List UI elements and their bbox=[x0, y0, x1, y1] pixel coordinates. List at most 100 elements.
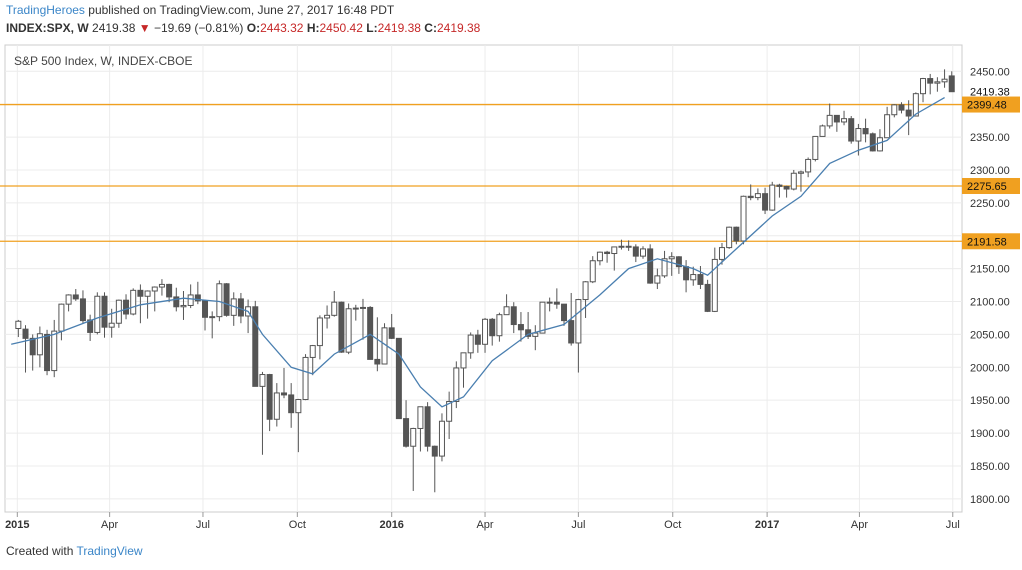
author-link[interactable]: TradingHeroes bbox=[6, 3, 85, 17]
y-tick-label: 2100.00 bbox=[970, 297, 1010, 309]
candle-body bbox=[640, 248, 646, 257]
candle bbox=[438, 413, 445, 462]
candle bbox=[352, 304, 359, 321]
candle-body bbox=[410, 427, 417, 447]
candle-body bbox=[151, 286, 158, 292]
candle-body bbox=[223, 283, 230, 316]
chart-title: S&P 500 Index, W, INDEX-CBOE bbox=[14, 54, 193, 68]
candle bbox=[754, 188, 761, 201]
candle bbox=[338, 301, 345, 353]
x-tick-label: Jul bbox=[196, 519, 210, 531]
candle-body bbox=[388, 327, 395, 339]
candle-body bbox=[202, 300, 209, 318]
candle-body bbox=[252, 306, 259, 387]
candle-body bbox=[532, 332, 539, 337]
candle bbox=[654, 268, 661, 290]
horizontal-levels: 2399.48 2275.65 2191.58 bbox=[0, 96, 1020, 250]
moving-average-line bbox=[11, 97, 945, 408]
candle-body bbox=[733, 226, 740, 242]
candle-body bbox=[776, 184, 783, 187]
candle-body bbox=[137, 289, 144, 297]
candle-body bbox=[367, 306, 374, 360]
candle-body bbox=[539, 301, 546, 334]
candle-body bbox=[108, 322, 115, 328]
tradingview-logo-text[interactable]: TradingView bbox=[76, 544, 143, 558]
candle-body bbox=[123, 299, 130, 315]
x-tick-label: Apr bbox=[476, 519, 493, 531]
candle bbox=[532, 325, 539, 351]
candle bbox=[582, 281, 589, 318]
candle-body bbox=[876, 137, 883, 152]
candle bbox=[776, 183, 783, 198]
candle bbox=[553, 288, 560, 309]
candle-body bbox=[833, 114, 840, 123]
candle-body bbox=[15, 320, 22, 329]
candle-body bbox=[647, 248, 654, 284]
candle-body bbox=[697, 274, 704, 285]
candle-body bbox=[826, 114, 833, 127]
candlestick-chart[interactable]: 2399.48 2275.65 2191.58 2450.00 2350.00 2300… bbox=[0, 41, 1022, 541]
level-label: 2275.65 bbox=[967, 181, 1007, 193]
candle bbox=[87, 314, 94, 341]
candle bbox=[295, 398, 302, 453]
x-tick-label: 2016 bbox=[379, 519, 403, 531]
candle bbox=[280, 367, 287, 399]
candle bbox=[446, 391, 453, 439]
level-label: 2191.58 bbox=[967, 236, 1007, 248]
y-tick-label: 2450.00 bbox=[970, 66, 1010, 78]
candle-body bbox=[604, 251, 611, 255]
candle-body bbox=[891, 104, 898, 116]
candle-body bbox=[668, 256, 675, 260]
candle bbox=[762, 187, 769, 215]
candle-body bbox=[654, 275, 661, 284]
candle bbox=[359, 298, 366, 340]
candle bbox=[259, 371, 266, 455]
candle bbox=[223, 283, 230, 317]
candle bbox=[15, 319, 22, 338]
candle-body bbox=[812, 135, 819, 160]
candle-body bbox=[194, 294, 201, 302]
candle bbox=[891, 104, 898, 118]
candle bbox=[417, 406, 424, 452]
candle bbox=[410, 427, 417, 491]
candle bbox=[316, 315, 323, 360]
candle bbox=[819, 124, 826, 137]
candle bbox=[726, 226, 733, 249]
candle-body bbox=[941, 78, 948, 83]
candle bbox=[941, 69, 948, 88]
y-tick-label: 2150.00 bbox=[970, 264, 1010, 276]
candle-body bbox=[58, 303, 65, 332]
candle bbox=[123, 294, 130, 320]
candle bbox=[611, 246, 618, 271]
candle-body bbox=[144, 290, 151, 297]
candle bbox=[797, 170, 804, 192]
candle-body bbox=[280, 392, 287, 396]
candle-body bbox=[237, 298, 244, 317]
candle-body bbox=[65, 294, 72, 305]
created-with-label: Created with bbox=[6, 544, 74, 558]
candle-body bbox=[912, 93, 919, 117]
candle-body bbox=[36, 333, 43, 356]
x-tick-label: 2017 bbox=[755, 519, 779, 531]
candle-body bbox=[101, 295, 108, 328]
candle-body bbox=[51, 330, 58, 372]
candle-body bbox=[482, 318, 489, 345]
chart-header-line1: TradingHeroes published on TradingView.c… bbox=[6, 3, 394, 17]
candle-body bbox=[359, 306, 366, 309]
candle bbox=[482, 317, 489, 353]
candle bbox=[180, 290, 187, 320]
candle bbox=[668, 252, 675, 276]
candle bbox=[36, 326, 43, 368]
candle bbox=[539, 301, 546, 334]
candle bbox=[747, 184, 754, 201]
candle bbox=[137, 284, 144, 324]
candle bbox=[115, 299, 122, 328]
candle bbox=[740, 195, 747, 245]
candle-body bbox=[266, 374, 273, 420]
candle bbox=[151, 286, 158, 312]
grid-lines bbox=[4, 44, 963, 513]
y-tick-label: 2300.00 bbox=[970, 165, 1010, 177]
candle-body bbox=[489, 318, 496, 337]
y-tick-label: 1950.00 bbox=[970, 395, 1010, 407]
candle-body bbox=[395, 337, 402, 420]
